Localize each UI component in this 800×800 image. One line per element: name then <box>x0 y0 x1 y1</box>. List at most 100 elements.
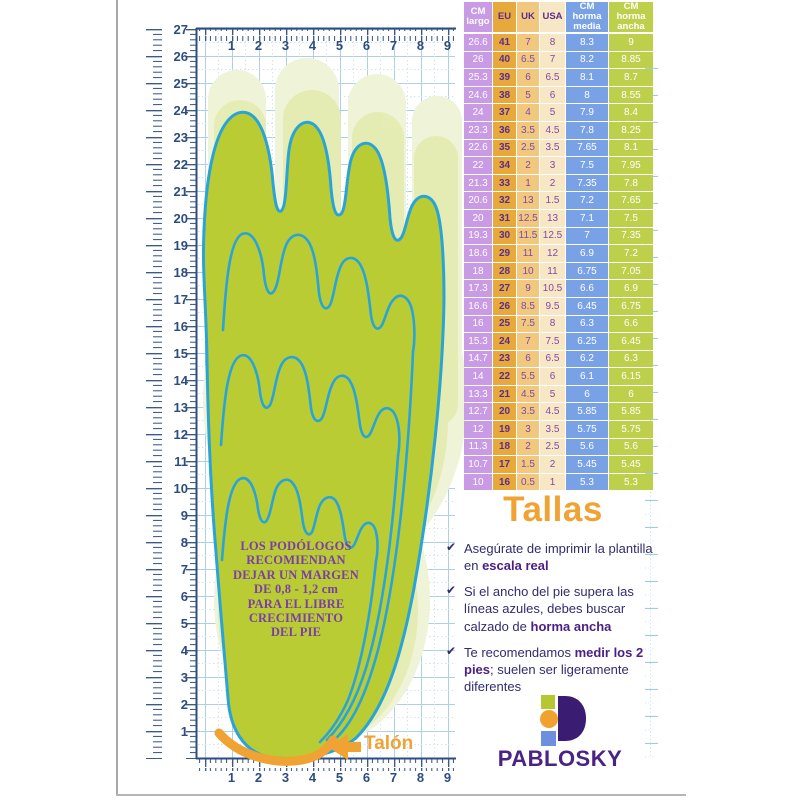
podiatrist-note-line: RECOMIENDAN <box>246 553 346 568</box>
cell-horma-ancha: 8.55 <box>609 86 653 104</box>
cell-uk: 1 <box>517 174 539 192</box>
cell-eu: 36 <box>493 121 516 139</box>
cell-horma-ancha: 7.2 <box>609 245 653 262</box>
cell-horma-media: 7.35 <box>566 174 608 192</box>
cell-uk: 2 <box>517 438 539 456</box>
cell-uk: 6 <box>517 350 539 368</box>
toe-outline-rows <box>219 232 416 744</box>
ruler-label: 14 <box>173 373 188 388</box>
cell-horma-ancha: 5.75 <box>609 421 653 438</box>
cell-uk: 1.5 <box>517 456 539 473</box>
cell-horma-ancha: 5.85 <box>609 403 653 421</box>
cell-cm-largo: 20.6 <box>464 192 492 209</box>
ruler-label: 21 <box>173 184 188 199</box>
ruler-label: 15 <box>173 346 188 361</box>
cell-eu: 19 <box>493 421 516 438</box>
cell-uk: 7 <box>517 333 539 350</box>
cell-eu: 30 <box>493 227 516 245</box>
cell-uk: 5 <box>517 86 539 104</box>
ruler-label: 3 <box>180 670 188 685</box>
cell-horma-ancha: 6.3 <box>609 350 653 368</box>
cell-cm-largo: 16.6 <box>464 297 492 315</box>
cell-uk: 11.5 <box>517 227 539 245</box>
logo-orange-circle <box>540 710 558 728</box>
cell-horma-media: 7 <box>566 227 608 245</box>
cell-horma-media: 5.3 <box>566 473 608 491</box>
cell-uk: 8.5 <box>517 297 539 315</box>
cell-horma-media: 5.45 <box>566 456 608 473</box>
talon-arrow-icon <box>328 734 361 760</box>
podiatrist-note-line: DEJAR UN MARGEN <box>233 567 359 582</box>
cell-usa: 11 <box>540 262 565 280</box>
podiatrist-note-line: PARA EL LIBRE <box>247 596 345 611</box>
cell-usa: 12 <box>540 245 565 262</box>
cell-horma-media: 8.1 <box>566 69 608 86</box>
cell-eu: 25 <box>493 315 516 333</box>
ruler-label: 17 <box>173 292 188 307</box>
cell-eu: 27 <box>493 280 516 297</box>
ruler-label: 3 <box>281 770 290 785</box>
cell-uk: 12.5 <box>517 209 539 227</box>
cell-usa: 8 <box>540 315 565 333</box>
cell-uk: 4 <box>517 104 539 121</box>
cell-uk: 10 <box>517 262 539 280</box>
cell-horma-media: 8.3 <box>566 34 608 51</box>
cell-cm-largo: 18 <box>464 262 492 280</box>
cell-usa: 4.5 <box>540 121 565 139</box>
ruler-label: 24 <box>173 103 188 118</box>
ruler-label: 8 <box>180 535 188 550</box>
brand-name: PABLOSKY <box>497 746 623 771</box>
cell-usa: 5 <box>540 385 565 403</box>
cell-uk: 6 <box>517 69 539 86</box>
cell-usa: 9.5 <box>540 297 565 315</box>
cell-horma-media: 6 <box>566 385 608 403</box>
cell-cm-largo: 24 <box>464 104 492 121</box>
cell-horma-media: 7.9 <box>566 104 608 121</box>
column-header-uk: UK <box>517 2 539 32</box>
cell-usa: 3.5 <box>540 139 565 157</box>
cell-horma-ancha: 7.95 <box>609 157 653 174</box>
cell-eu: 41 <box>493 34 516 51</box>
cell-usa: 4.5 <box>540 403 565 421</box>
cell-cm-largo: 19.3 <box>464 227 492 245</box>
cell-uk: 6.5 <box>517 51 539 69</box>
cell-uk: 11 <box>517 245 539 262</box>
ruler-label: 8 <box>416 38 425 53</box>
cell-cm-largo: 22.6 <box>464 139 492 157</box>
cell-horma-media: 7.1 <box>566 209 608 227</box>
ruler-label: 6 <box>362 38 371 53</box>
bottom-ruler-labels: 1 2 3 4 5 6 7 8 9 <box>218 770 461 785</box>
cell-uk: 7 <box>517 34 539 51</box>
cell-cm-largo: 12.7 <box>464 403 492 421</box>
section-title: Tallas <box>503 490 603 529</box>
cell-horma-ancha: 7.05 <box>609 262 653 280</box>
column-header-eu: EU <box>493 2 516 32</box>
page-left-edge <box>116 0 118 796</box>
cell-eu: 22 <box>493 368 516 385</box>
ruler-label: 6 <box>362 770 371 785</box>
cell-horma-ancha: 7.35 <box>609 227 653 245</box>
cell-horma-ancha: 6.15 <box>609 368 653 385</box>
cell-horma-media: 7.5 <box>566 157 608 174</box>
cell-cm-largo: 13.3 <box>464 385 492 403</box>
podiatrist-note-line: LOS PODÓLOGOS <box>240 539 352 553</box>
cell-cm-largo: 10.7 <box>464 456 492 473</box>
ruler-label: 5 <box>335 38 344 53</box>
cell-horma-ancha: 6.75 <box>609 297 653 315</box>
size-table-body: 26.6 41 7 8 8.3 9 26 40 6.5 7 8.2 8.85 2… <box>464 34 653 491</box>
cell-eu: 37 <box>493 104 516 121</box>
ruler-label: 6 <box>180 589 188 604</box>
cell-uk: 0.5 <box>517 473 539 491</box>
cell-horma-ancha: 8.7 <box>609 69 653 86</box>
cell-uk: 5.5 <box>517 368 539 385</box>
ruler-label: 12 <box>173 427 188 442</box>
cell-cm-largo: 15.3 <box>464 333 492 350</box>
ruler-label: 8 <box>416 770 425 785</box>
cell-cm-largo: 21.3 <box>464 174 492 192</box>
cell-usa: 8 <box>540 34 565 51</box>
cell-usa: 6.5 <box>540 350 565 368</box>
cell-cm-largo: 23.3 <box>464 121 492 139</box>
cell-cm-largo: 25.3 <box>464 69 492 86</box>
ruler-label: 4 <box>308 770 317 785</box>
cell-usa: 2.5 <box>540 438 565 456</box>
